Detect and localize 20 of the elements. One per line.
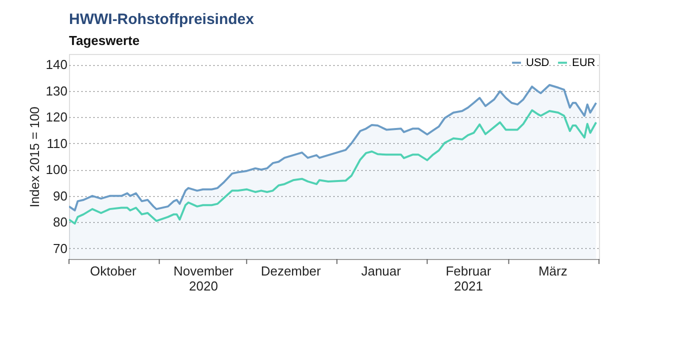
- x-tick-label: November 2020: [173, 264, 234, 294]
- legend-label: EUR: [572, 56, 596, 69]
- y-tick-label: 110: [46, 136, 68, 151]
- y-tick-label: 90: [53, 188, 68, 204]
- line-series: [69, 109, 598, 225]
- chart-subtitle: Tageswerte: [69, 33, 140, 48]
- legend-label: USD: [526, 56, 550, 69]
- chart-title: HWWI-Rohstoffpreisindex: [69, 11, 255, 28]
- x-tick-label: Januar: [361, 264, 402, 278]
- y-tick-label: 140: [46, 57, 68, 72]
- x-tick-label: Dezember: [260, 264, 322, 278]
- y-tick-label: 70: [53, 240, 68, 256]
- y-tick-label: 100: [46, 162, 68, 178]
- y-tick-label: 120: [46, 110, 68, 125]
- x-tick-label: März: [538, 264, 568, 278]
- y-tick-label: 80: [53, 214, 68, 230]
- x-tick-label: Februar 2021: [446, 264, 492, 294]
- y-axis-title: Index 2015 = 100: [26, 106, 42, 208]
- x-tick-label: Oktober: [90, 264, 137, 278]
- y-tick-label: 130: [46, 83, 68, 98]
